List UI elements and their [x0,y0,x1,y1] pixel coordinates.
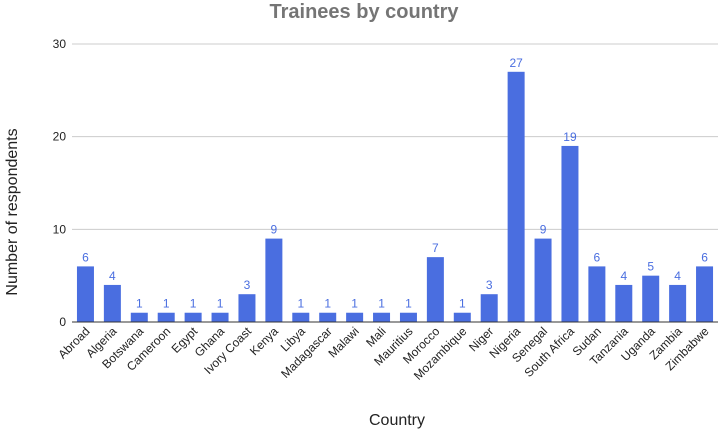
bar [319,312,337,322]
y-tick-label: 10 [53,222,67,236]
data-label: 1 [351,297,358,311]
x-tick-label: Kenya [247,324,281,358]
data-label: 6 [594,250,601,264]
data-label: 3 [486,278,493,292]
data-label: 1 [378,297,385,311]
data-label: 1 [217,297,224,311]
bars [76,71,714,322]
chart-title: Trainees by country [270,1,460,23]
bar [696,266,714,322]
y-axis-title: Number of respondents [4,128,21,295]
bar [346,312,364,322]
data-label: 3 [244,278,251,292]
data-label: 1 [190,297,197,311]
data-label: 6 [82,250,89,264]
bar [211,312,229,322]
bar [184,312,202,322]
bar [130,312,148,322]
data-label: 9 [540,223,547,237]
data-label: 19 [563,130,577,144]
bar [615,284,633,322]
data-label: 4 [620,269,627,283]
bar [238,294,256,322]
bar [669,284,687,322]
x-tick-label: Malawi [325,324,361,360]
bar [588,266,606,322]
data-label: 7 [432,241,439,255]
data-label: 4 [674,269,681,283]
bar [399,312,417,322]
y-axis-ticks: 0 10 20 30 [53,37,67,329]
data-label: 1 [136,297,143,311]
x-tick-label: Abroad [55,324,92,361]
bar [507,71,525,322]
data-label: 1 [324,297,331,311]
data-label: 1 [459,297,466,311]
y-tick-label: 20 [53,130,67,144]
bar [292,312,310,322]
data-label: 27 [509,56,523,70]
bar [76,266,94,322]
bar [453,312,471,322]
x-axis-title: Country [369,412,425,429]
bar [480,294,498,322]
data-label: 5 [647,260,654,274]
y-tick-label: 0 [59,315,66,329]
data-label: 4 [109,269,116,283]
data-label: 1 [163,297,170,311]
data-label: 1 [405,297,412,311]
data-label: 6 [701,250,708,264]
bar [561,145,579,322]
data-label: 1 [297,297,304,311]
bar [642,275,660,322]
gridlines [72,43,718,230]
y-tick-label: 30 [53,37,67,51]
bar [534,238,552,322]
bar [103,284,121,322]
bar [426,257,444,322]
bar [157,312,175,322]
x-axis-categories: AbroadAlgeriaBotswanaCameroonEgyptGhanaI… [55,324,712,383]
bar [373,312,391,322]
data-label: 9 [271,223,278,237]
bar [265,238,283,322]
